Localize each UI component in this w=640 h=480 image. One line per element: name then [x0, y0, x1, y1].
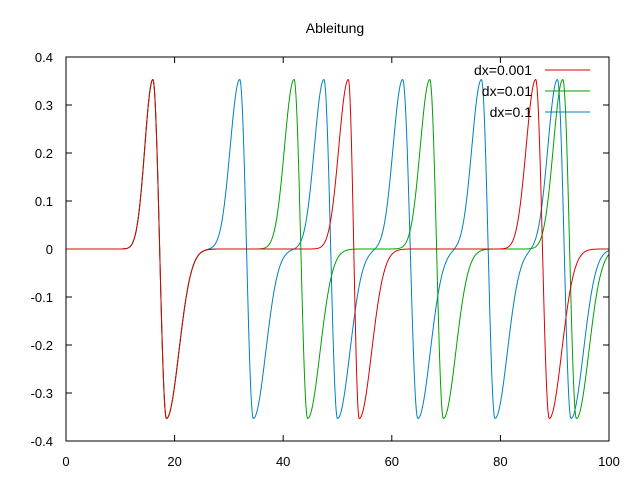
- x-tick-label: 0: [62, 454, 69, 469]
- legend-label: dx=0.01: [482, 83, 532, 99]
- x-tick-label: 80: [493, 454, 507, 469]
- y-tick-label: -0.1: [31, 290, 53, 305]
- chart-title: Ableitung: [306, 20, 364, 36]
- series-line-dx=0.001: [66, 78, 609, 419]
- y-tick-label: -0.3: [31, 386, 53, 401]
- x-tick-label: 40: [276, 454, 290, 469]
- legend-label: dx=0.1: [490, 104, 533, 120]
- y-tick-label: -0.2: [31, 338, 53, 353]
- y-tick-label: -0.4: [31, 434, 53, 449]
- axis-ticks: 0 20 40 60 80 100 -0.4 -0.3 -0.2 -0.1 0 0.1 0.2 0.3 0.…: [31, 50, 620, 469]
- plot-frame: [65, 56, 610, 442]
- y-tick-label: 0.3: [35, 98, 53, 113]
- x-tick-label: 20: [167, 454, 181, 469]
- y-tick-label: 0.1: [35, 194, 53, 209]
- x-tick-label: 60: [385, 454, 399, 469]
- legend: dx=0.001 dx=0.01 dx=0.1: [474, 62, 590, 120]
- series-group: [66, 78, 609, 419]
- y-tick-label: 0: [46, 242, 53, 257]
- y-tick-label: 0.2: [35, 146, 53, 161]
- y-tick-label: 0.4: [35, 50, 53, 65]
- legend-label: dx=0.001: [474, 62, 532, 78]
- x-tick-label: 100: [598, 454, 620, 469]
